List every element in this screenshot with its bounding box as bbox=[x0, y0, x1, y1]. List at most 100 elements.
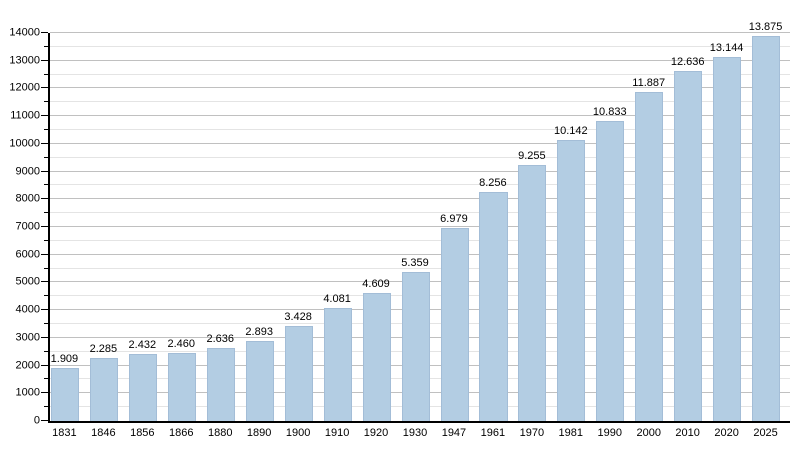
bar-slot-1990: 10.833 bbox=[592, 33, 634, 421]
y-axis-tick bbox=[44, 184, 48, 186]
x-slot-1920: 1920 bbox=[362, 428, 401, 442]
y-axis-tick bbox=[41, 170, 48, 172]
y-axis-tick bbox=[44, 267, 48, 269]
x-slot-2025: 2025 bbox=[751, 428, 790, 442]
gridline-major bbox=[50, 142, 790, 144]
x-slot-2010: 2010 bbox=[673, 428, 712, 442]
y-tick-label: 2000 bbox=[15, 359, 40, 372]
y-axis-tick bbox=[41, 253, 48, 255]
bar-slot-1866: 2.460 bbox=[167, 33, 206, 421]
gridline-major bbox=[50, 59, 790, 61]
y-tick-label: 14000 bbox=[9, 26, 40, 39]
bar-1846 bbox=[89, 357, 118, 421]
x-slot-1990: 1990 bbox=[595, 428, 634, 442]
y-axis-tick bbox=[41, 142, 48, 144]
x-slot-1831: 1831 bbox=[50, 428, 89, 442]
y-tick-label: 11000 bbox=[10, 109, 40, 122]
bar-slot-2020: 13.144 bbox=[710, 33, 751, 421]
bar-1947 bbox=[440, 227, 469, 421]
y-axis-tick bbox=[41, 87, 48, 89]
plot-area: 1.909 2.285 2.432 2.460 2.636 2.893 3.428 4.081… bbox=[41, 22, 790, 423]
x-tick-label: 1846 bbox=[91, 427, 116, 439]
y-tick-label: 6000 bbox=[15, 248, 40, 261]
gridline-major bbox=[50, 32, 790, 33]
x-tick-label: 1900 bbox=[285, 427, 311, 439]
gridline-minor bbox=[50, 184, 790, 186]
gridline-minor bbox=[50, 212, 790, 214]
x-tick-label: 1930 bbox=[402, 427, 428, 439]
bar-slot-1930: 5.359 bbox=[401, 33, 440, 421]
bar-slot-1961: 8.256 bbox=[478, 33, 517, 421]
y-axis-tick bbox=[41, 32, 48, 33]
y-axis-tick bbox=[41, 198, 48, 200]
x-tick-label: 1910 bbox=[324, 427, 350, 439]
y-axis-tick bbox=[41, 420, 48, 421]
bar-value-label: 6.979 bbox=[440, 212, 468, 225]
bar-2000 bbox=[635, 91, 664, 421]
x-slot-1856: 1856 bbox=[128, 428, 167, 442]
gridline-major bbox=[50, 87, 790, 89]
x-slot-1970: 1970 bbox=[517, 428, 556, 442]
y-axis-tick bbox=[44, 156, 48, 158]
y-tick-label: 8000 bbox=[15, 192, 40, 205]
gridline-major bbox=[50, 170, 790, 172]
y-tick-label: 3000 bbox=[15, 331, 40, 344]
bar-1981 bbox=[557, 139, 586, 421]
x-tick-label: 1970 bbox=[519, 427, 545, 439]
x-slot-1846: 1846 bbox=[89, 428, 128, 442]
bar-1961 bbox=[479, 192, 508, 421]
y-axis-tick bbox=[44, 323, 48, 324]
y-tick-label: 0 bbox=[33, 414, 40, 427]
y-axis-tick bbox=[44, 212, 48, 214]
y-axis-tick bbox=[44, 350, 48, 352]
y-axis-tick bbox=[41, 392, 48, 394]
bar-value-label: 3.428 bbox=[284, 311, 312, 323]
gridline-major bbox=[50, 198, 790, 200]
y-axis-tick bbox=[41, 336, 48, 338]
bar-value-label: 12.636 bbox=[670, 55, 705, 68]
bar-slot-1920: 4.609 bbox=[362, 33, 401, 421]
bar-value-label: 8.256 bbox=[479, 177, 507, 190]
bar-1866 bbox=[167, 352, 196, 421]
y-axis-tick bbox=[41, 281, 48, 283]
gridline-major bbox=[50, 115, 790, 117]
bar-1880 bbox=[206, 347, 235, 421]
x-tick-label: 1831 bbox=[52, 427, 77, 439]
x-slot-1961: 1961 bbox=[478, 428, 517, 442]
bar-value-label: 4.609 bbox=[362, 278, 390, 291]
y-axis-tick bbox=[41, 364, 48, 366]
gridline-minor bbox=[50, 129, 790, 130]
bar-1856 bbox=[128, 353, 157, 421]
y-axis-tick bbox=[41, 309, 48, 311]
bar-value-label: 2.460 bbox=[167, 337, 196, 350]
x-slot-1910: 1910 bbox=[323, 428, 362, 442]
y-axis-tick bbox=[44, 406, 48, 408]
bar-slot-1900: 3.428 bbox=[284, 33, 323, 421]
bar-slot-1981: 10.142 bbox=[554, 33, 595, 421]
bar-slot-1910: 4.081 bbox=[323, 33, 362, 421]
x-tick-label: 1856 bbox=[130, 427, 155, 439]
bar-value-label: 10.833 bbox=[592, 105, 627, 118]
bar-slot-2010: 12.636 bbox=[670, 33, 712, 421]
bar-value-label: 2.432 bbox=[128, 338, 157, 351]
bar-1831 bbox=[51, 368, 80, 421]
x-tick-label: 2020 bbox=[714, 427, 739, 439]
bar-slot-2025: 13.875 bbox=[749, 22, 790, 421]
bar-slot-1856: 2.432 bbox=[128, 33, 167, 421]
bar-slot-2000: 11.887 bbox=[632, 33, 673, 421]
x-slot-1981: 1981 bbox=[556, 428, 595, 442]
x-tick-label: 2025 bbox=[753, 427, 778, 439]
x-slot-1947: 1947 bbox=[440, 428, 479, 442]
bar-1970 bbox=[518, 164, 547, 421]
bar-slot-1947: 6.979 bbox=[440, 33, 479, 421]
bar-2020 bbox=[713, 56, 742, 421]
gridline-minor bbox=[50, 45, 790, 47]
y-axis: 0 1000 2000 3000 4000 5000 6000 7000 8000 9000 100… bbox=[0, 27, 40, 426]
bar-value-label: 2.285 bbox=[89, 342, 118, 355]
x-tick-label: 1890 bbox=[246, 427, 272, 439]
bar-value-label: 4.081 bbox=[323, 292, 351, 305]
gridline-minor bbox=[50, 156, 790, 158]
y-axis-tick bbox=[44, 101, 48, 103]
bar-value-label: 11.887 bbox=[632, 76, 666, 89]
